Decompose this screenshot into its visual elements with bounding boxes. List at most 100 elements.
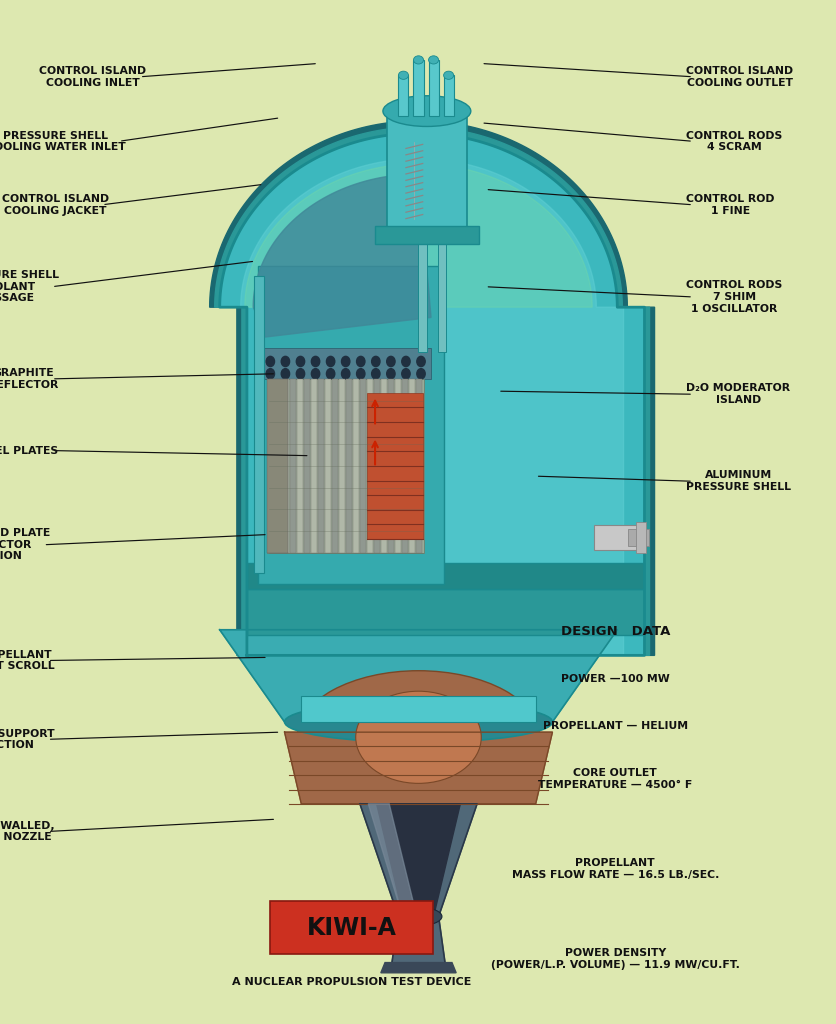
Bar bbox=[366, 393, 422, 539]
Text: PROPELLANT
INLET SCROLL: PROPELLANT INLET SCROLL bbox=[0, 649, 54, 672]
Bar bbox=[375, 226, 478, 245]
Circle shape bbox=[326, 356, 334, 367]
Text: PROPELLANT — HELIUM: PROPELLANT — HELIUM bbox=[542, 721, 687, 731]
Bar bbox=[296, 379, 303, 553]
Bar bbox=[594, 525, 640, 550]
Circle shape bbox=[341, 356, 349, 367]
Bar bbox=[247, 589, 644, 635]
Ellipse shape bbox=[443, 72, 453, 80]
Bar bbox=[443, 76, 453, 117]
Ellipse shape bbox=[398, 72, 408, 80]
Circle shape bbox=[281, 356, 289, 367]
Circle shape bbox=[371, 356, 380, 367]
Bar bbox=[366, 379, 372, 553]
Bar bbox=[398, 76, 408, 117]
Circle shape bbox=[401, 369, 410, 379]
Text: CORE OUTLET
TEMPERATURE — 4500° F: CORE OUTLET TEMPERATURE — 4500° F bbox=[538, 768, 691, 790]
Bar bbox=[267, 379, 424, 553]
Polygon shape bbox=[376, 804, 460, 916]
Polygon shape bbox=[241, 159, 623, 655]
Polygon shape bbox=[380, 963, 456, 973]
Ellipse shape bbox=[395, 907, 441, 926]
Text: FUEL PLATES: FUEL PLATES bbox=[0, 445, 59, 456]
Ellipse shape bbox=[383, 96, 471, 127]
Text: DOUBLE WALLED,
COOLED NOZZLE: DOUBLE WALLED, COOLED NOZZLE bbox=[0, 820, 54, 843]
Polygon shape bbox=[368, 804, 416, 916]
Circle shape bbox=[266, 356, 274, 367]
Bar bbox=[257, 266, 443, 584]
Ellipse shape bbox=[428, 55, 438, 63]
Text: ALUMINUM
PRESSURE SHELL: ALUMINUM PRESSURE SHELL bbox=[686, 470, 790, 493]
Text: CONTROL RODS
7 SHIM
1 OSCILLATOR: CONTROL RODS 7 SHIM 1 OSCILLATOR bbox=[686, 281, 782, 313]
Bar bbox=[345, 379, 351, 553]
Text: POWER DENSITY
(POWER/L.P. VOLUME) — 11.9 MW/CU.FT.: POWER DENSITY (POWER/L.P. VOLUME) — 11.9… bbox=[490, 948, 739, 970]
Bar bbox=[352, 379, 359, 553]
Bar bbox=[269, 901, 433, 954]
Bar bbox=[283, 379, 288, 553]
Bar bbox=[437, 199, 446, 352]
Circle shape bbox=[296, 369, 304, 379]
Bar bbox=[401, 379, 407, 553]
Bar bbox=[262, 348, 431, 379]
Text: A NUCLEAR PROPULSION TEST DEVICE: A NUCLEAR PROPULSION TEST DEVICE bbox=[232, 977, 471, 987]
Polygon shape bbox=[219, 133, 644, 655]
Circle shape bbox=[281, 369, 289, 379]
Bar bbox=[289, 379, 295, 553]
Text: GRAPHITE
REFLECTOR: GRAPHITE REFLECTOR bbox=[0, 368, 59, 390]
Bar bbox=[275, 379, 282, 553]
Circle shape bbox=[416, 356, 425, 367]
Bar bbox=[339, 379, 344, 553]
Bar bbox=[310, 379, 317, 553]
Circle shape bbox=[356, 369, 364, 379]
Bar bbox=[331, 379, 338, 553]
Ellipse shape bbox=[413, 55, 423, 63]
Bar bbox=[428, 59, 438, 117]
Ellipse shape bbox=[284, 701, 552, 742]
Bar bbox=[418, 199, 426, 352]
Text: CORE SUPPORT
SECTION: CORE SUPPORT SECTION bbox=[0, 728, 54, 751]
Text: CONTROL RODS
4 SCRAM: CONTROL RODS 4 SCRAM bbox=[686, 130, 782, 153]
Circle shape bbox=[371, 369, 380, 379]
Text: PRESSURE SHELL
COOLANT
PASSAGE: PRESSURE SHELL COOLANT PASSAGE bbox=[0, 270, 59, 303]
Circle shape bbox=[401, 356, 410, 367]
Text: D₂O MODERATOR
ISLAND: D₂O MODERATOR ISLAND bbox=[686, 383, 789, 406]
Polygon shape bbox=[284, 732, 552, 804]
Polygon shape bbox=[219, 630, 616, 722]
Bar bbox=[387, 379, 394, 553]
Bar bbox=[635, 522, 645, 553]
Bar bbox=[268, 379, 274, 553]
Bar bbox=[373, 379, 380, 553]
Polygon shape bbox=[359, 804, 477, 968]
Ellipse shape bbox=[297, 671, 539, 804]
Bar bbox=[627, 529, 648, 546]
Text: UNLOADED PLATE
REFLECTOR
SECTION: UNLOADED PLATE REFLECTOR SECTION bbox=[0, 528, 50, 561]
Text: POWER —100 MW: POWER —100 MW bbox=[560, 674, 669, 684]
Text: PROPELLANT
MASS FLOW RATE — 16.5 LB./SEC.: PROPELLANT MASS FLOW RATE — 16.5 LB./SEC… bbox=[511, 858, 718, 880]
Polygon shape bbox=[214, 127, 649, 655]
Bar bbox=[267, 379, 288, 553]
Bar bbox=[253, 276, 263, 573]
Text: CONTROL ISLAND
COOLING OUTLET: CONTROL ISLAND COOLING OUTLET bbox=[686, 66, 793, 88]
Text: PRESSURE SHELL
COOLING WATER INLET: PRESSURE SHELL COOLING WATER INLET bbox=[0, 130, 125, 153]
Bar bbox=[359, 379, 365, 553]
Bar bbox=[413, 59, 423, 117]
Ellipse shape bbox=[355, 691, 481, 783]
Circle shape bbox=[386, 356, 395, 367]
Bar bbox=[380, 379, 386, 553]
Bar bbox=[324, 379, 330, 553]
Bar bbox=[408, 379, 415, 553]
Bar bbox=[415, 379, 421, 553]
Circle shape bbox=[386, 369, 395, 379]
Bar bbox=[301, 696, 535, 722]
Circle shape bbox=[296, 356, 304, 367]
Bar bbox=[303, 379, 309, 553]
Circle shape bbox=[311, 356, 319, 367]
Polygon shape bbox=[244, 164, 591, 307]
Circle shape bbox=[326, 369, 334, 379]
Bar bbox=[247, 563, 644, 589]
Text: DESIGN   DATA: DESIGN DATA bbox=[560, 625, 669, 638]
Bar bbox=[395, 379, 400, 553]
Polygon shape bbox=[252, 174, 431, 338]
Text: CONTROL ISLAND
COOLING INLET: CONTROL ISLAND COOLING INLET bbox=[39, 66, 146, 88]
Circle shape bbox=[356, 356, 364, 367]
